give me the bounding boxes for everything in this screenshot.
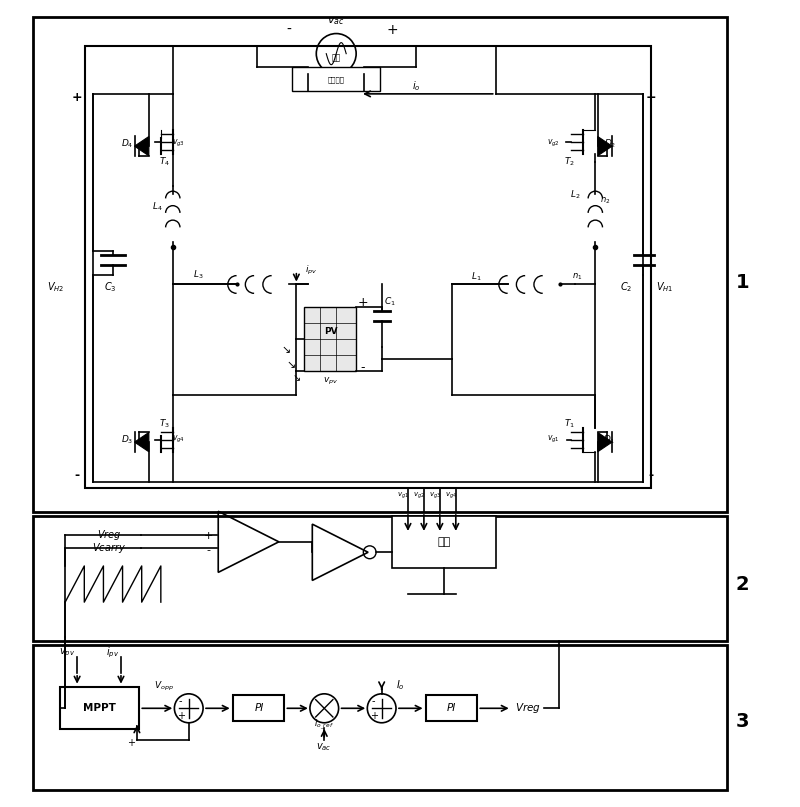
Text: $D_2$: $D_2$ [603, 137, 616, 150]
Text: $v_{pv}$: $v_{pv}$ [59, 646, 76, 659]
Text: $V_{opp}$: $V_{opp}$ [154, 680, 174, 693]
Text: 2: 2 [736, 575, 750, 594]
Text: $v_{g1}$: $v_{g1}$ [398, 491, 409, 501]
Bar [392, 516, 496, 568]
Text: ↘: ↘ [286, 360, 295, 370]
Text: $D_1$: $D_1$ [603, 433, 616, 446]
Text: $T_4$: $T_4$ [159, 156, 170, 169]
Bar [426, 696, 478, 721]
Text: -: - [649, 470, 654, 483]
Text: $Vreg$: $Vreg$ [514, 701, 541, 715]
Text: $L_1$: $L_1$ [471, 270, 482, 282]
Text: $v_{g1}$: $v_{g1}$ [546, 434, 559, 445]
Text: ↘: ↘ [292, 373, 301, 383]
Text: 1: 1 [736, 274, 750, 292]
Text: $v_{g3}$: $v_{g3}$ [172, 138, 185, 149]
Polygon shape [598, 136, 612, 156]
Text: $v_{pv}$: $v_{pv}$ [323, 375, 338, 387]
Bar [59, 688, 139, 730]
Text: +: + [127, 738, 135, 748]
Text: $I_o$: $I_o$ [396, 678, 404, 692]
Text: 3: 3 [736, 712, 750, 730]
Text: $T_1$: $T_1$ [563, 417, 574, 430]
Text: PI: PI [447, 703, 457, 713]
Text: $v_{g2}$: $v_{g2}$ [413, 491, 425, 501]
Text: PI: PI [254, 703, 263, 713]
Text: $C_2$: $C_2$ [620, 280, 633, 294]
Text: $D_3$: $D_3$ [121, 433, 134, 446]
Text: $I_{o\_ref}$: $I_{o\_ref}$ [314, 718, 334, 733]
Text: PV: PV [324, 327, 338, 336]
Text: -: - [179, 696, 182, 706]
Text: $C_3$: $C_3$ [104, 280, 117, 294]
Text: $n_1$: $n_1$ [572, 271, 582, 282]
Text: $L_4$: $L_4$ [151, 200, 162, 213]
Polygon shape [598, 433, 612, 452]
Text: +: + [177, 711, 185, 721]
Text: $v_{g4}$: $v_{g4}$ [172, 434, 185, 445]
Bar [233, 696, 285, 721]
Text: +: + [72, 91, 82, 104]
Text: $T_3$: $T_3$ [159, 417, 170, 430]
Text: +: + [358, 296, 368, 309]
Text: -: - [74, 470, 80, 483]
Bar [34, 18, 727, 512]
Text: $Vcarry$: $Vcarry$ [92, 541, 126, 555]
Polygon shape [134, 433, 149, 452]
Text: 驱动: 驱动 [438, 537, 450, 547]
Bar [292, 67, 380, 91]
Text: $n_2$: $n_2$ [601, 195, 611, 206]
Text: $v_{g3}$: $v_{g3}$ [429, 491, 441, 501]
Text: MPPT: MPPT [83, 703, 116, 713]
Bar [34, 645, 727, 789]
Text: $L_3$: $L_3$ [193, 269, 203, 281]
Text: 电网: 电网 [331, 53, 341, 62]
Text: $T_2$: $T_2$ [563, 156, 574, 169]
Text: +: + [370, 711, 378, 721]
Text: 非别开关: 非别开关 [328, 76, 345, 82]
Text: +: + [386, 23, 398, 36]
Text: $v_{ac}$: $v_{ac}$ [327, 15, 345, 27]
Polygon shape [134, 136, 149, 156]
Text: $D_4$: $D_4$ [121, 137, 134, 150]
Text: +: + [646, 91, 657, 104]
Text: $V_{H2}$: $V_{H2}$ [47, 280, 64, 294]
Text: -: - [360, 361, 365, 374]
Bar [34, 516, 727, 641]
Bar [304, 307, 356, 371]
Text: $L_2$: $L_2$ [570, 188, 581, 201]
Bar [85, 46, 651, 488]
Text: ↘: ↘ [282, 345, 290, 354]
Text: $Vreg$: $Vreg$ [97, 528, 122, 541]
Text: $v_{ac}$: $v_{ac}$ [317, 741, 332, 753]
Text: $i_o$: $i_o$ [412, 79, 420, 93]
Text: +: + [204, 531, 214, 541]
Text: $v_{g4}$: $v_{g4}$ [445, 491, 457, 501]
Text: -: - [372, 696, 375, 706]
Text: $C_1$: $C_1$ [384, 296, 395, 308]
Text: $i_{pv}$: $i_{pv}$ [305, 264, 317, 278]
Text: -: - [206, 545, 210, 555]
Text: $i_{pv}$: $i_{pv}$ [106, 646, 119, 660]
Text: $v_{g2}$: $v_{g2}$ [546, 138, 559, 149]
Text: $V_{H1}$: $V_{H1}$ [656, 280, 674, 294]
Text: -: - [286, 23, 291, 36]
